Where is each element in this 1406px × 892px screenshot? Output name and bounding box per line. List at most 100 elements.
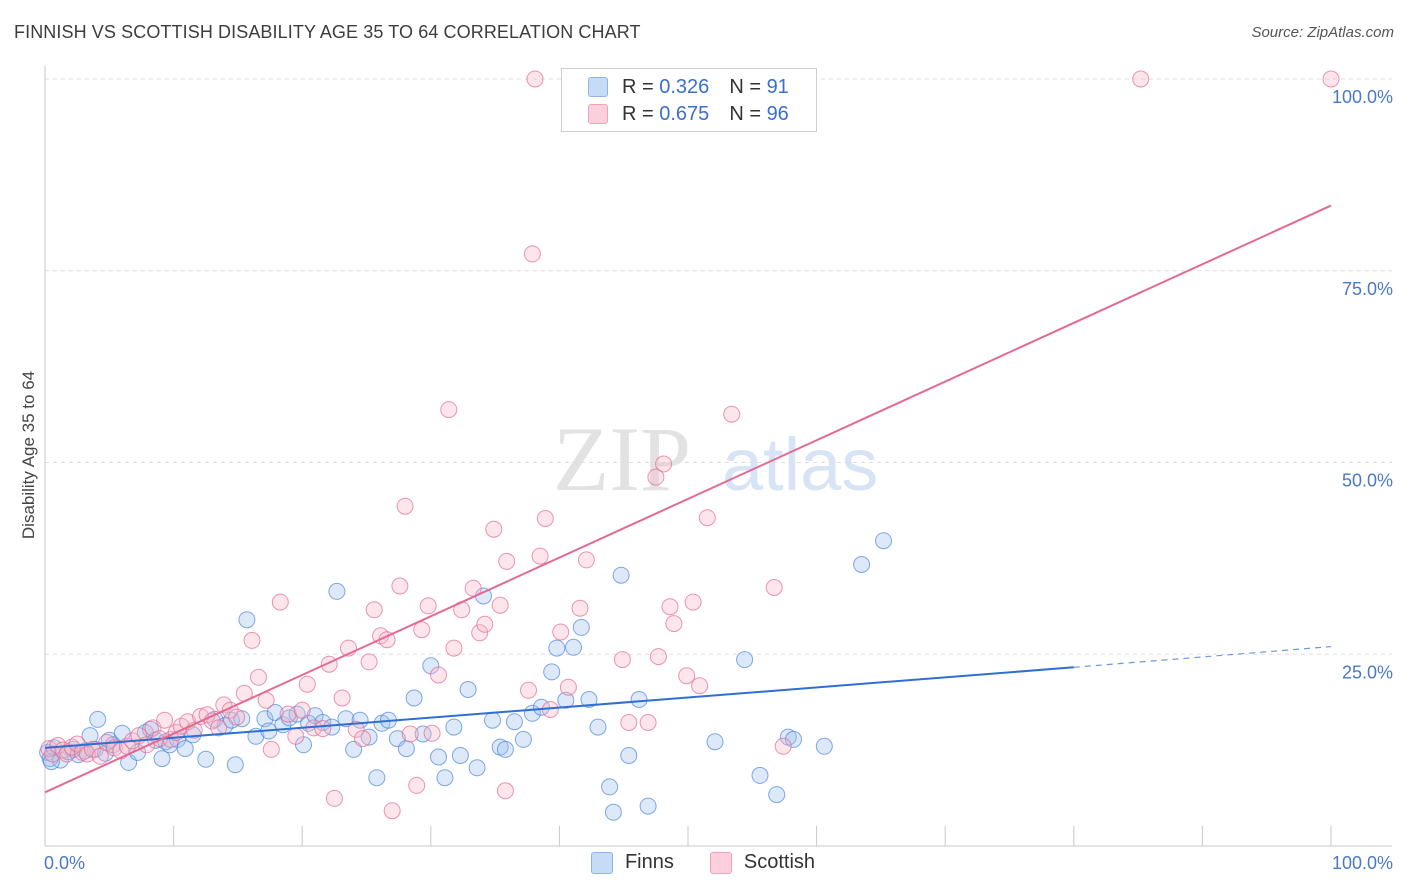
legend-r-value-scottish: 0.675 — [659, 102, 710, 125]
finns-trend-extension — [1073, 645, 1332, 668]
finns-point — [815, 737, 833, 755]
scottish-point — [476, 615, 494, 633]
scottish-trend-line — [44, 204, 1332, 794]
scottish-point — [243, 631, 261, 649]
scottish-point — [774, 737, 792, 755]
source-label: Source: ZipAtlas.com — [1251, 24, 1394, 41]
scottish-point — [445, 639, 463, 657]
scottish-point — [279, 705, 297, 723]
bottom-legend-finns: Finns — [590, 851, 674, 874]
scottish-point — [287, 727, 305, 745]
chart-title: FINNISH VS SCOTTISH DISABILITY AGE 35 TO… — [14, 22, 641, 42]
scottish-point — [723, 405, 741, 423]
finns-point — [548, 639, 566, 657]
bottom-legend-label-scottish: Scottish — [743, 851, 816, 873]
scottish-point — [271, 593, 289, 611]
legend-swatch-scottish — [588, 104, 608, 124]
finns-point — [436, 769, 454, 787]
finns-point — [484, 711, 501, 729]
scottish-point — [298, 675, 316, 693]
scottish-point — [577, 551, 595, 569]
scottish-point — [430, 666, 447, 684]
scottish-point — [765, 579, 783, 596]
scottish-point — [354, 730, 372, 748]
finns-point — [468, 759, 486, 777]
scottish-point — [262, 740, 280, 758]
x-tick-label: 100.0% — [1332, 853, 1393, 873]
legend-row-scottish: R = 0.675 N = 96 — [588, 101, 789, 127]
scottish-point — [210, 719, 228, 737]
scottish-point — [1132, 70, 1150, 88]
finns-point — [397, 740, 415, 758]
scottish-point — [620, 714, 638, 731]
legend-r-value-finns: 0.326 — [659, 75, 710, 98]
scottish-point — [531, 547, 549, 565]
finns-point — [612, 566, 630, 584]
scottish-point — [665, 615, 683, 633]
scottish-point — [613, 651, 631, 669]
finns-point — [328, 582, 346, 600]
series-finns — [39, 532, 892, 821]
y-tick-label: 100.0% — [1332, 87, 1393, 107]
scottish-point — [559, 678, 577, 696]
y-tick-label: 75.0% — [1342, 279, 1393, 299]
finns-point — [604, 803, 622, 821]
finns-point — [768, 786, 786, 804]
finns-point — [751, 766, 769, 784]
finns-point — [197, 750, 215, 768]
finns-point — [620, 747, 638, 764]
legend-r-label: R = — [622, 75, 654, 98]
scottish-point — [314, 720, 332, 738]
scottish-point — [655, 455, 673, 473]
scottish-point — [156, 711, 174, 729]
scottish-point — [471, 624, 489, 642]
scottish-point — [496, 782, 514, 800]
axes — [44, 66, 1392, 847]
scottish-point — [520, 681, 537, 699]
legend-n-label: N = — [729, 102, 761, 125]
finns-point — [368, 769, 386, 787]
bottom-legend-scottish: Scottish — [709, 851, 816, 874]
finns-point — [323, 718, 341, 736]
finns-point — [601, 778, 619, 796]
finns-point — [875, 532, 892, 550]
scottish-point — [691, 677, 709, 695]
legend-n-value-scottish: 96 — [766, 102, 789, 125]
finns-point — [736, 651, 754, 669]
scottish-point — [78, 745, 96, 763]
scottish-point — [228, 708, 246, 726]
x-tick-label: 0.0% — [44, 853, 85, 873]
bottom-legend-swatch-scottish — [709, 851, 732, 874]
bottom-legend: Finns Scottish — [0, 851, 1406, 874]
bottom-legend-label-finns: Finns — [624, 851, 674, 873]
legend-r-label: R = — [622, 102, 654, 125]
finns-point — [557, 691, 575, 709]
scottish-point — [401, 725, 419, 743]
finns-point — [543, 663, 561, 681]
scottish-point — [661, 598, 679, 616]
scottish-point — [419, 597, 437, 615]
scottish-point — [571, 599, 589, 617]
scottish-point — [491, 596, 509, 614]
scottish-point — [250, 668, 267, 686]
y-axis-label: Disability Age 35 to 64 — [19, 371, 38, 539]
scottish-point — [325, 789, 343, 807]
finns-point — [853, 556, 871, 573]
scottish-point — [1322, 70, 1340, 88]
legend-row-finns: R = 0.326 N = 91 — [588, 74, 789, 100]
scottish-point — [365, 601, 383, 619]
scottish-point — [293, 701, 311, 719]
scottish-point — [347, 720, 365, 738]
finns-point — [505, 713, 523, 731]
scottish-point — [440, 401, 458, 419]
scottish-point — [383, 802, 401, 820]
finns-point — [153, 750, 171, 768]
scottish-point — [44, 745, 62, 763]
scottish-point — [526, 70, 544, 88]
finns-point — [238, 611, 256, 629]
grid-lines — [45, 78, 1392, 655]
scottish-point — [684, 593, 702, 611]
scottish-point — [423, 724, 441, 742]
finns-point — [176, 740, 194, 758]
